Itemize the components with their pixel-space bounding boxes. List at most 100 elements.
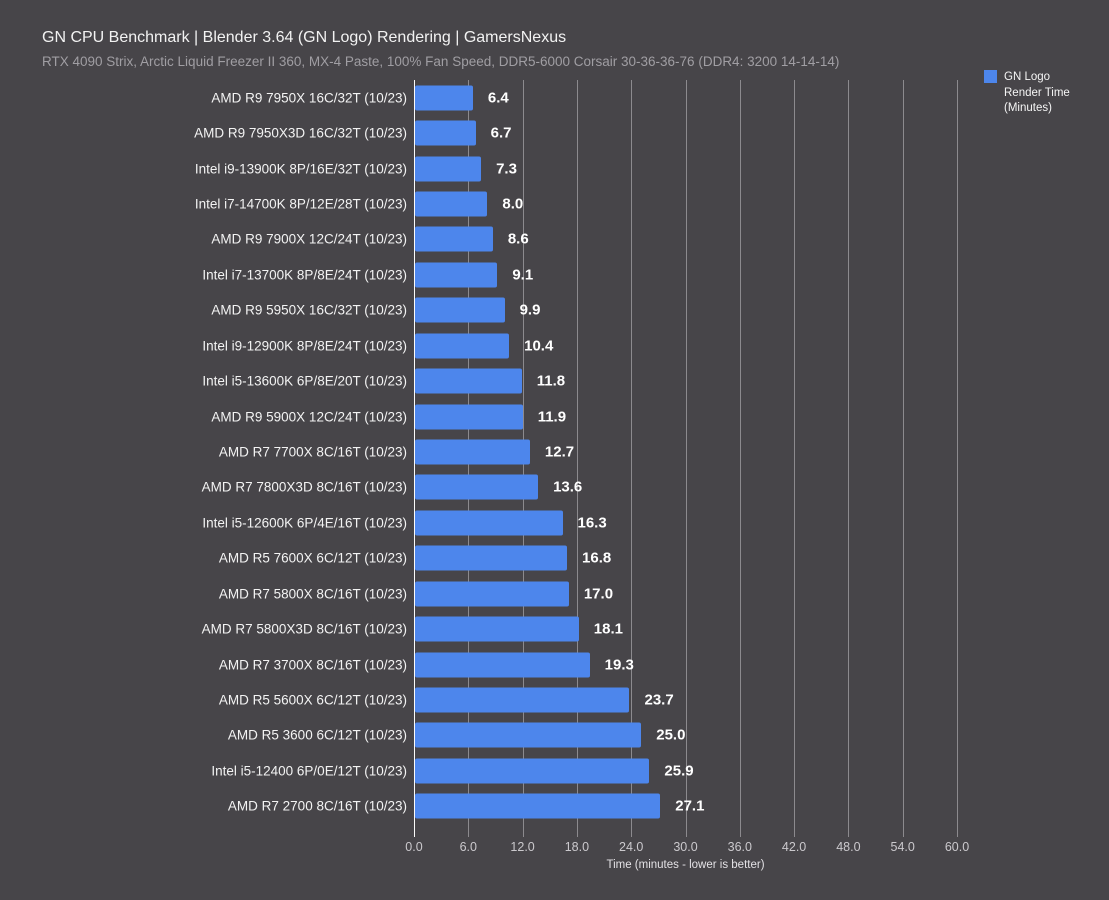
bar — [415, 226, 493, 252]
category-label: AMD R5 5600X 6C/12T (10/23) — [218, 692, 407, 708]
gridline — [902, 80, 904, 837]
bar — [415, 758, 650, 784]
legend: GN Logo Render Time (Minutes) — [984, 70, 1076, 117]
bar-row: Intel i7-14700K 8P/12E/28T (10/23) 8.0 — [195, 186, 957, 221]
x-axis-tick-label: 60.0 — [944, 840, 970, 854]
x-axis-tick-label: 18.0 — [564, 840, 590, 854]
bar-row: AMD R9 5900X 12C/24T (10/23) 11.9 — [211, 399, 957, 434]
bar — [415, 85, 473, 111]
bar — [415, 262, 498, 288]
bar — [415, 297, 505, 323]
x-axis-tick-label: 42.0 — [781, 840, 807, 854]
category-label: AMD R9 5950X 16C/32T (10/23) — [211, 302, 407, 318]
bar-row: AMD R7 7700X 8C/16T (10/23) 12.7 — [219, 434, 957, 469]
value-label: 18.1 — [593, 620, 623, 638]
bar-row: AMD R7 5800X 8C/16T (10/23) 17.0 — [219, 576, 957, 611]
value-label: 17.0 — [583, 585, 614, 603]
category-label: AMD R9 7950X 16C/32T (10/23) — [211, 90, 407, 106]
bar — [415, 581, 569, 607]
category-label: Intel i9-13900K 8P/16E/32T (10/23) — [194, 161, 407, 177]
x-axis-tick-label: 54.0 — [890, 840, 915, 854]
gridline — [848, 80, 850, 837]
value-label: 27.1 — [675, 797, 705, 815]
value-label: 23.7 — [644, 691, 674, 709]
bar — [415, 404, 523, 430]
gridline — [957, 80, 958, 837]
bar — [415, 616, 579, 642]
value-label: 6.4 — [487, 89, 509, 107]
gridline — [739, 80, 741, 837]
category-label: AMD R7 7700X 8C/16T (10/23) — [218, 444, 407, 460]
bar-row: AMD R9 7950X3D 16C/32T (10/23) 6.7 — [194, 115, 957, 150]
value-label: 19.3 — [604, 656, 634, 674]
gridline — [576, 80, 578, 837]
value-label: 8.0 — [502, 195, 524, 213]
x-axis-tick-label: 48.0 — [836, 840, 861, 854]
x-axis-tick-label: 6.0 — [459, 840, 477, 854]
bar-row: AMD R7 2700 8C/16T (10/23) 27.1 — [228, 789, 957, 824]
category-label: AMD R9 7900X 12C/24T (10/23) — [211, 231, 407, 247]
value-label: 11.9 — [537, 408, 567, 426]
bar — [415, 545, 568, 571]
legend-swatch — [984, 70, 997, 83]
x-axis-tick-label: 36.0 — [727, 840, 752, 854]
value-label: 9.9 — [519, 301, 541, 319]
value-label: 16.8 — [582, 549, 612, 567]
bar-row: Intel i5-12400 6P/0E/12T (10/23) 25.9 — [211, 753, 957, 788]
category-label: AMD R7 5800X3D 8C/16T (10/23) — [201, 621, 407, 637]
plot-area: AMD R9 7950X 16C/32T (10/23) 6.4 AMD R9 79… — [194, 80, 969, 871]
category-label: Intel i5-12400 6P/0E/12T (10/23) — [211, 763, 407, 779]
x-axis-tick-label: 24.0 — [619, 840, 644, 854]
category-label: AMD R5 7600X 6C/12T (10/23) — [218, 550, 407, 566]
category-label: Intel i5-12600K 6P/4E/16T (10/23) — [202, 515, 407, 531]
bar — [415, 722, 642, 748]
category-label: AMD R5 3600 6C/12T (10/23) — [227, 727, 407, 743]
legend-label: GN Logo Render Time (Minutes) — [1004, 71, 1070, 114]
chart-subtitle: RTX 4090 Strix, Arctic Liquid Freezer II… — [42, 54, 840, 69]
category-label: AMD R7 2700 8C/16T (10/23) — [227, 798, 407, 814]
bar — [415, 652, 590, 678]
value-label: 25.0 — [656, 726, 686, 744]
bar — [415, 120, 476, 146]
gridline — [794, 80, 796, 837]
x-axis-tick-label: 12.0 — [510, 840, 535, 854]
bar-row: Intel i9-12900K 8P/8E/24T (10/23) 10.4 — [202, 328, 957, 363]
bar-row: AMD R5 5600X 6C/12T (10/23) 23.7 — [219, 682, 957, 717]
bar — [415, 510, 563, 536]
bar-row: AMD R5 7600X 6C/12T (10/23) 16.8 — [219, 541, 957, 576]
x-axis-tick-label: 0.0 — [405, 840, 423, 854]
bar-row: Intel i9-13900K 8P/16E/32T (10/23) 7.3 — [195, 151, 957, 186]
value-label: 16.3 — [577, 514, 607, 532]
category-label: Intel i5-13600K 6P/8E/20T (10/23) — [202, 373, 407, 389]
bar — [415, 687, 630, 713]
category-label: Intel i9-12900K 8P/8E/24T (10/23) — [202, 338, 407, 354]
value-label: 6.7 — [490, 124, 512, 142]
y-axis-line — [414, 80, 415, 837]
bar-row: AMD R9 7900X 12C/24T (10/23) 8.6 — [211, 222, 957, 257]
value-label: 11.8 — [536, 372, 566, 390]
category-label: Intel i7-14700K 8P/12E/28T (10/23) — [194, 196, 407, 212]
bar-row: Intel i7-13700K 8P/8E/24T (10/23) 9.1 — [202, 257, 957, 292]
x-axis-title: Time (minutes - lower is better) — [606, 859, 765, 871]
value-label: 13.6 — [553, 478, 583, 496]
value-label: 7.3 — [496, 160, 517, 178]
bar-row: AMD R9 7950X 16C/32T (10/23) 6.4 — [211, 80, 957, 115]
value-label: 25.9 — [664, 762, 694, 780]
bar — [415, 439, 530, 465]
category-label: AMD R9 7950X3D 16C/32T (10/23) — [194, 125, 407, 141]
chart-title: GN CPU Benchmark | Blender 3.64 (GN Logo… — [42, 29, 567, 46]
value-label: 10.4 — [524, 337, 554, 355]
bar-row: Intel i5-13600K 6P/8E/20T (10/23) 11.8 — [202, 363, 957, 398]
value-label: 9.1 — [512, 266, 534, 284]
bar-row: AMD R7 3700X 8C/16T (10/23) 19.3 — [219, 647, 957, 682]
bar — [415, 474, 539, 500]
bar — [415, 368, 522, 394]
bar-row: Intel i5-12600K 6P/4E/16T (10/23) 16.3 — [202, 505, 957, 540]
bar-row: AMD R9 5950X 16C/32T (10/23) 9.9 — [211, 293, 957, 328]
bar-row: AMD R7 5800X3D 8C/16T (10/23) 18.1 — [202, 611, 957, 646]
category-label: Intel i7-13700K 8P/8E/24T (10/23) — [202, 267, 407, 283]
category-label: AMD R9 5900X 12C/24T (10/23) — [211, 409, 407, 425]
category-label: AMD R7 7800X3D 8C/16T (10/23) — [201, 479, 407, 495]
bar — [415, 156, 482, 182]
